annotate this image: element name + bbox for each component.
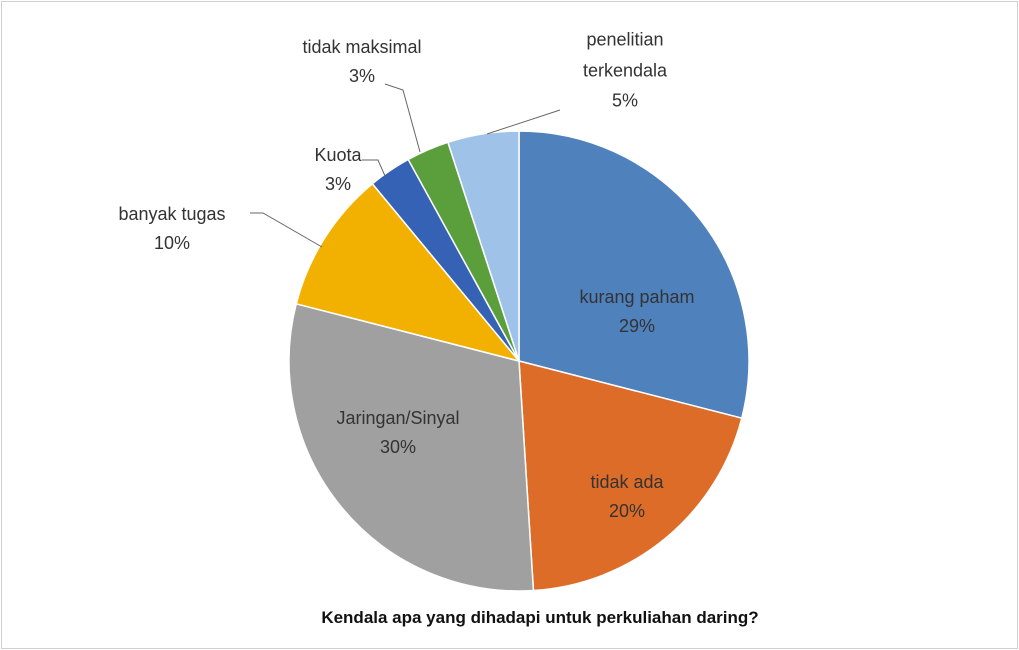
pie-slice	[518, 360, 743, 592]
slice-label: tidak maksimal 3%	[302, 33, 421, 91]
category-label: tidak ada	[590, 472, 664, 492]
value-label: 3%	[348, 66, 375, 86]
value-label: 30%	[379, 437, 417, 457]
value-label: 5%	[611, 90, 638, 111]
pie-slice	[446, 130, 520, 362]
category-label: kurang paham	[579, 287, 695, 307]
category-label: tidak maksimal	[302, 37, 422, 57]
category-label: penelitian terkendala	[582, 29, 668, 81]
slice-label: Jaringan/Sinyal 30%	[336, 404, 459, 462]
chart-title: Kendala apa yang dihadapi untuk perkulia…	[321, 608, 759, 627]
leader-line	[384, 83, 421, 153]
slice-label: banyak tugas 10%	[118, 200, 225, 258]
slice-label: penelitian terkendala 5%	[570, 25, 680, 116]
leader-line	[362, 159, 386, 177]
pie-slice	[288, 302, 535, 592]
value-label: 3%	[324, 174, 352, 194]
category-label: Kuota	[314, 145, 362, 165]
category-label: banyak tugas	[118, 204, 226, 224]
value-label: 10%	[153, 233, 191, 253]
slice-label: tidak ada 20%	[590, 468, 663, 526]
slice-label: kurang paham 29%	[579, 283, 694, 341]
pie-slice	[518, 130, 750, 420]
value-label: 29%	[618, 316, 656, 336]
leader-line	[486, 109, 561, 135]
slice-label: Kuota 3%	[314, 141, 361, 199]
leader-line	[250, 212, 323, 248]
pie-slice	[295, 182, 522, 363]
value-label: 20%	[608, 501, 646, 521]
category-label: Jaringan/Sinyal	[336, 408, 460, 428]
